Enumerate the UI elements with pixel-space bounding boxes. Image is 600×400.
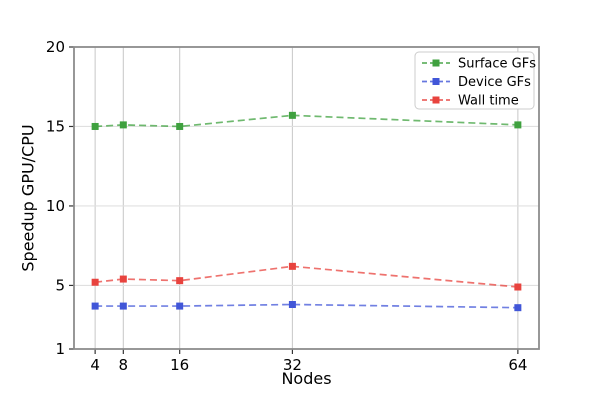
x-tick-label: 32 xyxy=(283,356,302,374)
y-tick-label: 20 xyxy=(46,38,65,56)
legend-item: Wall time xyxy=(422,94,519,109)
data-point xyxy=(176,277,184,285)
legend-box xyxy=(414,51,535,110)
data-point xyxy=(119,121,127,129)
y-tick-label: 10 xyxy=(46,197,65,215)
series-line xyxy=(95,265,518,288)
y-tick-label: 1 xyxy=(55,340,65,358)
legend-item: Surface GFs xyxy=(422,57,536,72)
data-point xyxy=(288,262,296,270)
data-point xyxy=(119,302,127,310)
data-point xyxy=(514,121,522,129)
series-device-gfs xyxy=(91,300,522,312)
y-axis-title: Speedup GPU/CPU xyxy=(18,124,38,272)
x-tick-label: 4 xyxy=(90,356,100,374)
legend-item: Device GFs xyxy=(422,75,531,90)
legend-label: Wall time xyxy=(458,94,519,109)
data-point xyxy=(119,275,127,283)
data-point xyxy=(288,111,296,119)
x-tick-label: 8 xyxy=(119,356,129,374)
data-point xyxy=(176,302,184,310)
series-wall-time xyxy=(91,262,522,291)
data-point xyxy=(514,283,522,291)
data-point xyxy=(91,122,99,130)
legend-marker xyxy=(432,96,440,104)
plot-border xyxy=(73,46,540,350)
data-point xyxy=(91,278,99,286)
y-tick-label: 15 xyxy=(46,117,65,135)
data-point xyxy=(91,302,99,310)
legend-marker xyxy=(432,59,440,67)
y-tick-label: 5 xyxy=(55,276,65,294)
data-point xyxy=(176,122,184,130)
series-line xyxy=(95,114,518,128)
legend: Surface GFs Device GFs Wall time xyxy=(414,51,536,110)
data-point xyxy=(514,304,522,312)
legend-label: Device GFs xyxy=(458,75,531,90)
x-tick-label: 16 xyxy=(170,356,189,374)
x-tick-label: 64 xyxy=(508,356,527,374)
x-axis-title: Nodes xyxy=(281,369,332,388)
legend-label: Surface GFs xyxy=(458,57,536,72)
legend-marker xyxy=(432,78,440,85)
x-axis: 4 8 16 32 64 xyxy=(90,349,527,374)
data-point xyxy=(288,300,296,308)
series-line xyxy=(95,303,518,309)
series-surface-gfs xyxy=(91,111,522,130)
